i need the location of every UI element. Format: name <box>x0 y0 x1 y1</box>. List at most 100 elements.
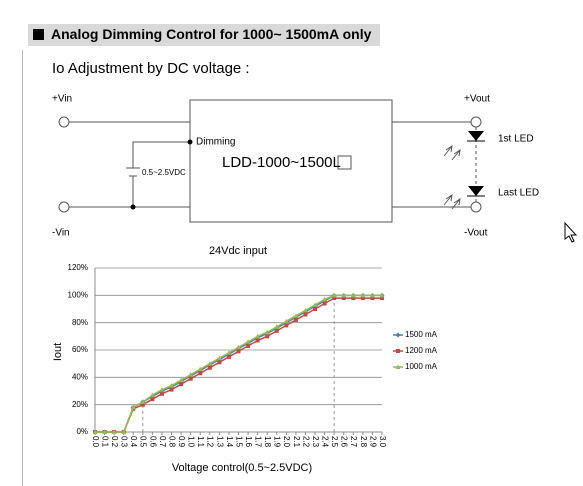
point <box>207 365 212 370</box>
point <box>236 344 241 350</box>
x-tick-label: 2.1 <box>292 436 301 448</box>
point <box>313 307 318 311</box>
point <box>150 397 155 402</box>
point <box>265 334 270 339</box>
point <box>255 338 260 343</box>
point <box>169 387 174 392</box>
point <box>284 323 289 328</box>
point <box>226 354 231 359</box>
label: +Vout <box>464 94 490 105</box>
y-tick-label: 20% <box>72 400 88 409</box>
point <box>350 292 356 298</box>
x-tick-label: 0.6 <box>148 436 157 448</box>
point <box>369 292 375 298</box>
x-tick-label: 1.2 <box>206 436 215 448</box>
junction <box>187 139 193 145</box>
x-tick-label: 2.3 <box>311 436 320 448</box>
point <box>351 296 356 301</box>
x-tick-label: 0.2 <box>110 436 119 448</box>
x-tick-label: 1.3 <box>215 436 224 448</box>
legend-marker <box>395 332 401 338</box>
subtitle: Io Adjustment by DC voltage : <box>52 60 250 77</box>
x-tick-label: 2.0 <box>282 436 291 448</box>
x-tick-label: 2.9 <box>368 436 377 448</box>
x-tick-label: 1.4 <box>225 436 234 448</box>
point <box>111 429 117 434</box>
driver-box <box>189 99 393 223</box>
x-tick-label: 0.8 <box>167 436 176 448</box>
x-tick-label: 0.7 <box>158 436 167 448</box>
point <box>179 382 184 387</box>
point <box>360 292 366 298</box>
label: +Vin <box>52 94 72 105</box>
series-line <box>95 297 382 433</box>
point <box>169 383 175 388</box>
point <box>380 296 384 301</box>
point <box>140 399 146 404</box>
y-tick-label: 100% <box>68 290 88 299</box>
point <box>197 366 203 372</box>
point <box>303 312 308 317</box>
point <box>302 307 308 313</box>
point <box>216 355 222 361</box>
x-tick-label: 0.4 <box>129 436 138 448</box>
point <box>293 317 298 322</box>
series-line <box>95 294 382 433</box>
x-tick-label: 0.1 <box>100 436 109 448</box>
point <box>198 371 203 376</box>
legend-label: 1200 mA <box>405 346 438 355</box>
chart-title: 24Vdc input <box>209 245 267 257</box>
point <box>332 296 337 301</box>
x-tick-label: 1.7 <box>254 436 263 448</box>
x-tick-label: 2.5 <box>330 436 339 448</box>
terminal <box>470 201 482 213</box>
label: Dimming <box>196 137 235 148</box>
legend-marker <box>396 349 400 353</box>
label: -Vout <box>464 228 488 239</box>
header-bar <box>28 24 380 46</box>
point <box>92 429 98 434</box>
point <box>188 372 194 377</box>
point <box>159 387 165 392</box>
x-tick-label: 0.0 <box>91 436 100 448</box>
point <box>283 318 289 324</box>
x-tick-label: 1.0 <box>187 436 196 448</box>
x-tick-label: 1.8 <box>263 436 272 448</box>
x-tick-label: 0.3 <box>120 436 129 448</box>
point <box>102 429 108 434</box>
x-tick-label: 1.5 <box>234 436 243 448</box>
terminal <box>470 116 482 128</box>
point <box>226 350 232 355</box>
y-tick-label: 60% <box>72 345 88 354</box>
point <box>312 302 318 307</box>
x-tick-label: 3.0 <box>378 436 387 448</box>
point <box>207 361 213 366</box>
point <box>264 329 270 335</box>
x-tick-label: 2.2 <box>301 436 310 448</box>
x-tick-label: 1.6 <box>244 436 253 448</box>
point <box>274 324 280 329</box>
point <box>322 301 327 306</box>
y-tick-label: 0% <box>76 427 88 436</box>
wire <box>132 141 190 168</box>
x-tick-label: 2.4 <box>320 436 329 448</box>
model-label: LDD-1000~1500L <box>222 154 341 171</box>
y-tick-label: 80% <box>72 318 88 327</box>
point <box>217 360 222 365</box>
point <box>360 296 365 301</box>
label: -Vin <box>52 228 70 239</box>
terminal <box>58 116 70 128</box>
x-tick-label: 2.6 <box>340 436 349 448</box>
x-tick-label: 1.9 <box>273 436 282 448</box>
x-tick-label: 0.9 <box>177 436 186 448</box>
legend-label: 1000 mA <box>405 362 438 371</box>
light-arrows <box>443 144 461 161</box>
terminal <box>58 201 70 213</box>
checkbox-icon <box>337 155 352 170</box>
point <box>379 292 385 298</box>
led-bar <box>467 140 485 197</box>
light-arrows <box>443 193 461 210</box>
point <box>246 343 251 348</box>
legend-marker <box>395 364 401 369</box>
